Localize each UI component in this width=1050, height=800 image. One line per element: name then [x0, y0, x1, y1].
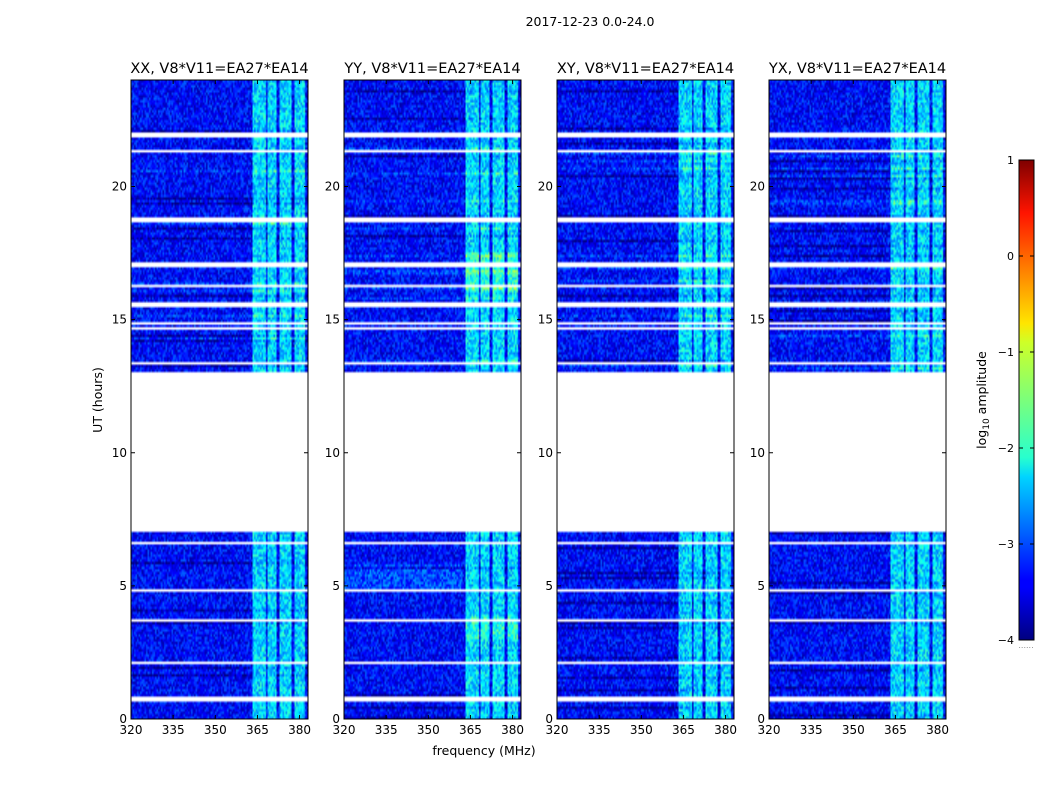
x-tick-label: 350 [630, 723, 653, 737]
x-tick-label: 365 [884, 723, 907, 737]
x-tick-label: 365 [459, 723, 482, 737]
x-tick-label: 335 [162, 723, 185, 737]
y-tick-label: 15 [538, 313, 553, 327]
y-tick-label: 15 [325, 313, 340, 327]
colorbar-gradient [1018, 159, 1035, 641]
x-tick-label: 380 [288, 723, 311, 737]
x-axis-label: frequency (MHz) [432, 743, 535, 758]
colorbar-label: log10 amplitude [974, 351, 992, 449]
colorbar: 10−1−2−3−4 log10 amplitude ...... [974, 154, 1035, 650]
heatmap-xy [557, 80, 734, 719]
panels: XX, V8*V11=EA27*EA14 320 335 350 365 380 0 5 10 1… [112, 61, 949, 737]
x-tick-label: 380 [501, 723, 524, 737]
panel-frame [343, 79, 522, 720]
x-tick-label: 335 [375, 723, 398, 737]
y-tick-label: 5 [332, 579, 340, 593]
y-tick-label: 0 [332, 712, 340, 726]
heatmap-yx [769, 80, 946, 719]
x-tick-label: 380 [926, 723, 949, 737]
panel-xx: XX, V8*V11=EA27*EA14 320 335 350 365 380 0 5 10 1… [112, 61, 311, 737]
x-tick-label: 320 [120, 723, 143, 737]
colorbar-ticks: 1 0 −1 −2 −3 −4 [998, 154, 1034, 647]
colorbar-tick-label: −1 [998, 346, 1014, 359]
y-tick-label: 5 [757, 579, 765, 593]
panel-yx: YX, V8*V11=EA27*EA14 320 335 350 365 380 0 5 10 1… [750, 61, 949, 737]
colorbar-dots: ...... [1018, 641, 1033, 650]
y-tick-label: 20 [538, 180, 553, 194]
panel-frame [768, 79, 947, 720]
panel-xy: XY, V8*V11=EA27*EA14 320 335 350 365 380 0 5 10 1… [538, 61, 737, 737]
panel-title: XY, V8*V11=EA27*EA14 [557, 61, 734, 77]
x-tick-label: 350 [204, 723, 227, 737]
y-tick-label: 10 [750, 446, 765, 460]
x-tick-label: 365 [672, 723, 695, 737]
panel-title: XX, V8*V11=EA27*EA14 [130, 61, 308, 77]
y-tick-label: 0 [545, 712, 553, 726]
y-tick-label: 10 [538, 446, 553, 460]
colorbar-tick-label: −3 [998, 538, 1014, 551]
y-tick-label: 5 [545, 579, 553, 593]
x-tick-label: 350 [842, 723, 865, 737]
y-tick-label: 20 [112, 180, 127, 194]
colorbar-tick-label: 1 [1007, 154, 1014, 167]
y-tick-label: 5 [119, 579, 127, 593]
y-tick-label: 0 [757, 712, 765, 726]
panel-frame [130, 79, 309, 720]
panel-title: YX, V8*V11=EA27*EA14 [768, 61, 946, 77]
colorbar-label-main: log [974, 430, 989, 449]
y-tick-label: 20 [325, 180, 340, 194]
x-tick-label: 320 [758, 723, 781, 737]
heatmap-yy [344, 80, 521, 719]
colorbar-tick-label: 0 [1007, 250, 1014, 263]
y-tick-label: 15 [750, 313, 765, 327]
y-tick-label: 0 [119, 712, 127, 726]
x-tick-label: 320 [333, 723, 356, 737]
heatmap-xx [131, 80, 308, 719]
y-tick-label: 10 [325, 446, 340, 460]
panel-frame [556, 79, 735, 720]
x-tick-label: 350 [417, 723, 440, 737]
y-tick-label: 20 [750, 180, 765, 194]
x-tick-label: 335 [800, 723, 823, 737]
figure-title: 2017-12-23 0.0-24.0 [526, 14, 655, 29]
x-tick-label: 365 [246, 723, 269, 737]
y-axis-label: UT (hours) [90, 367, 105, 433]
colorbar-tick-label: −2 [998, 442, 1014, 455]
y-tick-label: 15 [112, 313, 127, 327]
y-tick-label: 10 [112, 446, 127, 460]
panel-yy: YY, V8*V11=EA27*EA14 320 335 350 365 380 0 5 10 1… [325, 61, 524, 737]
colorbar-tick-label: −4 [998, 634, 1014, 647]
x-tick-label: 320 [546, 723, 569, 737]
x-tick-label: 380 [714, 723, 737, 737]
colorbar-label-rest: amplitude [974, 351, 989, 418]
panel-title: YY, V8*V11=EA27*EA14 [343, 61, 520, 77]
colorbar-label-sub: 10 [982, 418, 992, 430]
x-tick-label: 335 [588, 723, 611, 737]
